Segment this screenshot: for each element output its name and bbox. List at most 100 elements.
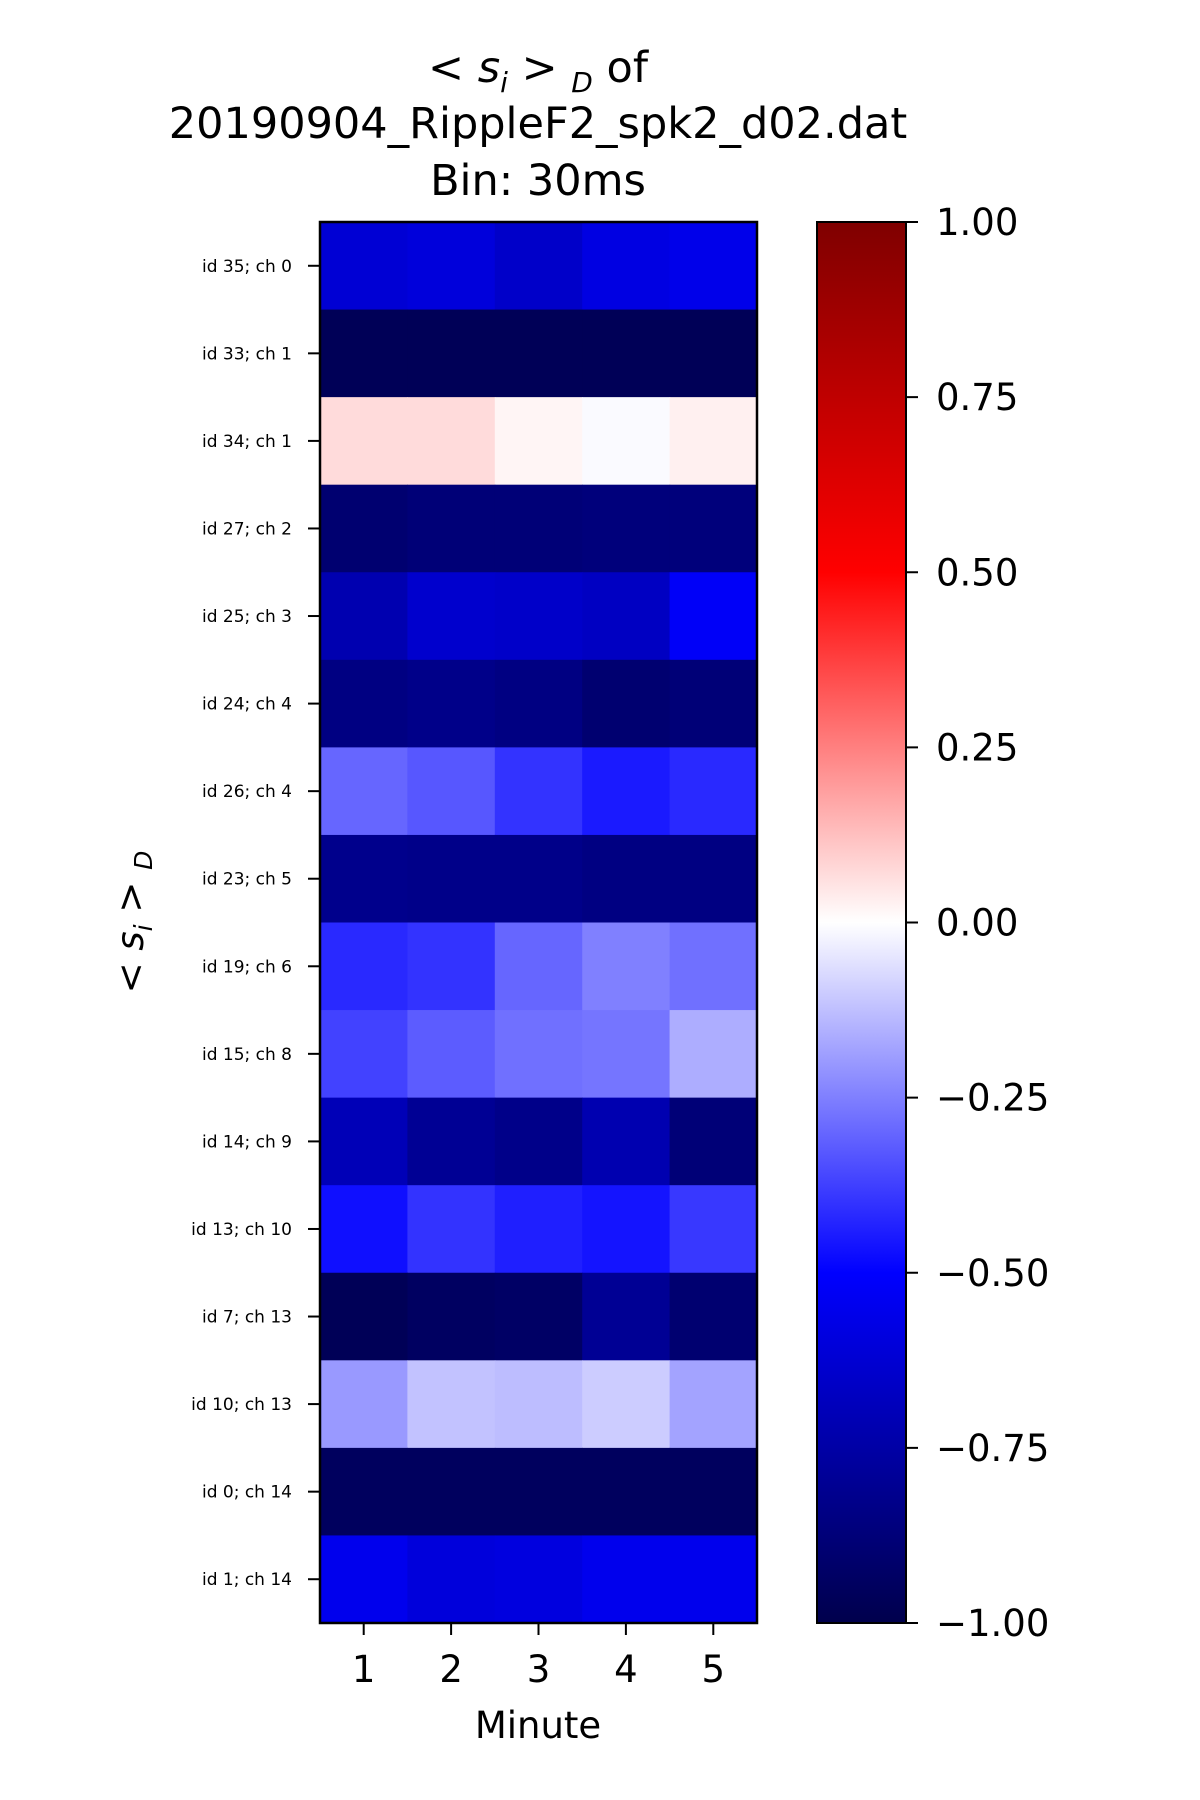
heatmap-cell <box>494 484 583 573</box>
heatmap-cell <box>407 572 496 661</box>
heatmap-cell <box>407 1447 496 1537</box>
y-tick-label: id 35; ch 0 <box>202 257 292 277</box>
heatmap-cell <box>582 1185 671 1274</box>
heatmap-cell <box>669 484 758 573</box>
heatmap-cell <box>320 1447 408 1537</box>
heatmap-cell <box>669 834 758 924</box>
heatmap-cell <box>320 222 408 311</box>
heatmap-cell <box>669 1360 758 1449</box>
heatmap-cell <box>494 1010 583 1099</box>
y-tick-label: id 13; ch 10 <box>191 1220 292 1240</box>
colorbar-tick-label: 1.00 <box>936 201 1018 244</box>
heatmap-cell <box>407 1010 496 1099</box>
heatmap-cell <box>669 572 758 661</box>
y-tick-label: id 1; ch 14 <box>202 1570 292 1590</box>
heatmap-cell <box>407 747 496 836</box>
chart-title-line3: Bin: 30ms <box>430 156 646 206</box>
heatmap-cell <box>320 747 408 836</box>
heatmap-cell <box>582 572 671 661</box>
x-tick-label: 1 <box>352 1648 376 1691</box>
heatmap-cell <box>494 397 583 486</box>
y-tick-label: id 25; ch 3 <box>202 607 292 627</box>
heatmap-cell <box>669 1535 758 1624</box>
heatmap-cell <box>494 1535 583 1624</box>
heatmap-cell <box>669 922 758 1011</box>
heatmap-cell <box>407 922 496 1011</box>
heatmap-cell <box>407 659 496 748</box>
heatmap-cell <box>494 834 583 924</box>
heatmap-cell <box>669 1447 758 1537</box>
heatmap-cell <box>669 1272 758 1361</box>
heatmap-cell <box>669 659 758 748</box>
y-tick-label: id 23; ch 5 <box>202 870 292 890</box>
heatmap-cell <box>669 309 758 398</box>
heatmap-cell <box>582 1097 671 1186</box>
heatmap-cell <box>582 834 671 924</box>
heatmap-cell <box>494 1185 583 1274</box>
heatmap-cell <box>494 1272 583 1361</box>
heatmap-cell <box>407 484 496 573</box>
heatmap-cell <box>669 1185 758 1274</box>
heatmap-cell <box>582 1360 671 1449</box>
heatmap-cell <box>494 1097 583 1186</box>
heatmap-cell <box>494 309 583 398</box>
heatmap-cell <box>494 747 583 836</box>
heatmap-cell <box>669 397 758 486</box>
heatmap-cell <box>582 922 671 1011</box>
heatmap-cell <box>407 309 496 398</box>
heatmap-cell <box>582 309 671 398</box>
heatmap-cell <box>494 572 583 661</box>
heatmap-cell <box>407 1185 496 1274</box>
heatmap-cell <box>494 659 583 748</box>
y-tick-label: id 33; ch 1 <box>202 344 292 364</box>
heatmap-cell <box>582 1535 671 1624</box>
heatmap-cell <box>669 747 758 836</box>
heatmap-cell <box>320 1185 408 1274</box>
x-axis-label: Minute <box>475 1704 601 1747</box>
colorbar-tick-label: 0.50 <box>936 551 1018 594</box>
heatmap-cell <box>407 834 496 924</box>
colorbar-tick-label: −1.00 <box>936 1602 1049 1645</box>
heatmap-cell <box>669 1097 758 1186</box>
colorbar-tick-label: −0.50 <box>936 1252 1049 1295</box>
y-tick-label: id 7; ch 13 <box>202 1308 292 1328</box>
y-tick-label: id 0; ch 14 <box>202 1483 292 1503</box>
chart-title-line2: 20190904_RippleF2_spk2_d02.dat <box>169 99 907 149</box>
y-tick-label: id 19; ch 6 <box>202 957 292 977</box>
heatmap-cell <box>320 1097 408 1186</box>
y-tick-label: id 34; ch 1 <box>202 432 292 452</box>
colorbar-ticks: 1.00 0.75 0.50 0.25 0.00 −0.25 −0.50 −0.75 −1.00 <box>906 201 1049 1645</box>
heatmap-cell <box>582 1010 671 1099</box>
heatmap-cell <box>582 484 671 573</box>
heatmap-cell <box>407 222 496 311</box>
x-tick-label: 3 <box>527 1648 551 1691</box>
heatmap-cell <box>320 309 408 398</box>
heatmap-cell <box>320 1360 408 1449</box>
colorbar-tick-label: 0.75 <box>936 376 1018 419</box>
heatmap-cell <box>407 1097 496 1186</box>
chart-title-line1: < si > D of <box>428 43 649 99</box>
heatmap-cell <box>320 572 408 661</box>
heatmap-cell <box>407 397 496 486</box>
y-tick-label: id 24; ch 4 <box>202 695 292 715</box>
heatmap-cell <box>582 659 671 748</box>
heatmap-cell <box>320 1272 408 1361</box>
y-tick-label: id 15; ch 8 <box>202 1045 292 1065</box>
heatmap-cell <box>320 1535 408 1624</box>
y-tick-label: id 10; ch 13 <box>191 1395 292 1415</box>
heatmap-cell <box>582 747 671 836</box>
chart-title: < si > D of 20190904_RippleF2_spk2_d02.d… <box>169 43 907 206</box>
y-tick-label: id 27; ch 2 <box>202 519 292 539</box>
colorbar-tick-label: −0.25 <box>936 1077 1049 1120</box>
x-tick-label: 5 <box>702 1648 726 1691</box>
colorbar-tick-label: 0.00 <box>936 902 1018 945</box>
heatmap-cell <box>582 222 671 311</box>
heatmap-cell <box>320 834 408 924</box>
colorbar-tick-label: −0.75 <box>936 1427 1049 1470</box>
heatmap-cell <box>320 922 408 1011</box>
colorbar <box>816 221 907 1624</box>
y-tick-label: id 26; ch 4 <box>202 782 292 802</box>
heatmap-cell <box>407 1272 496 1361</box>
x-tick-label: 2 <box>439 1648 463 1691</box>
